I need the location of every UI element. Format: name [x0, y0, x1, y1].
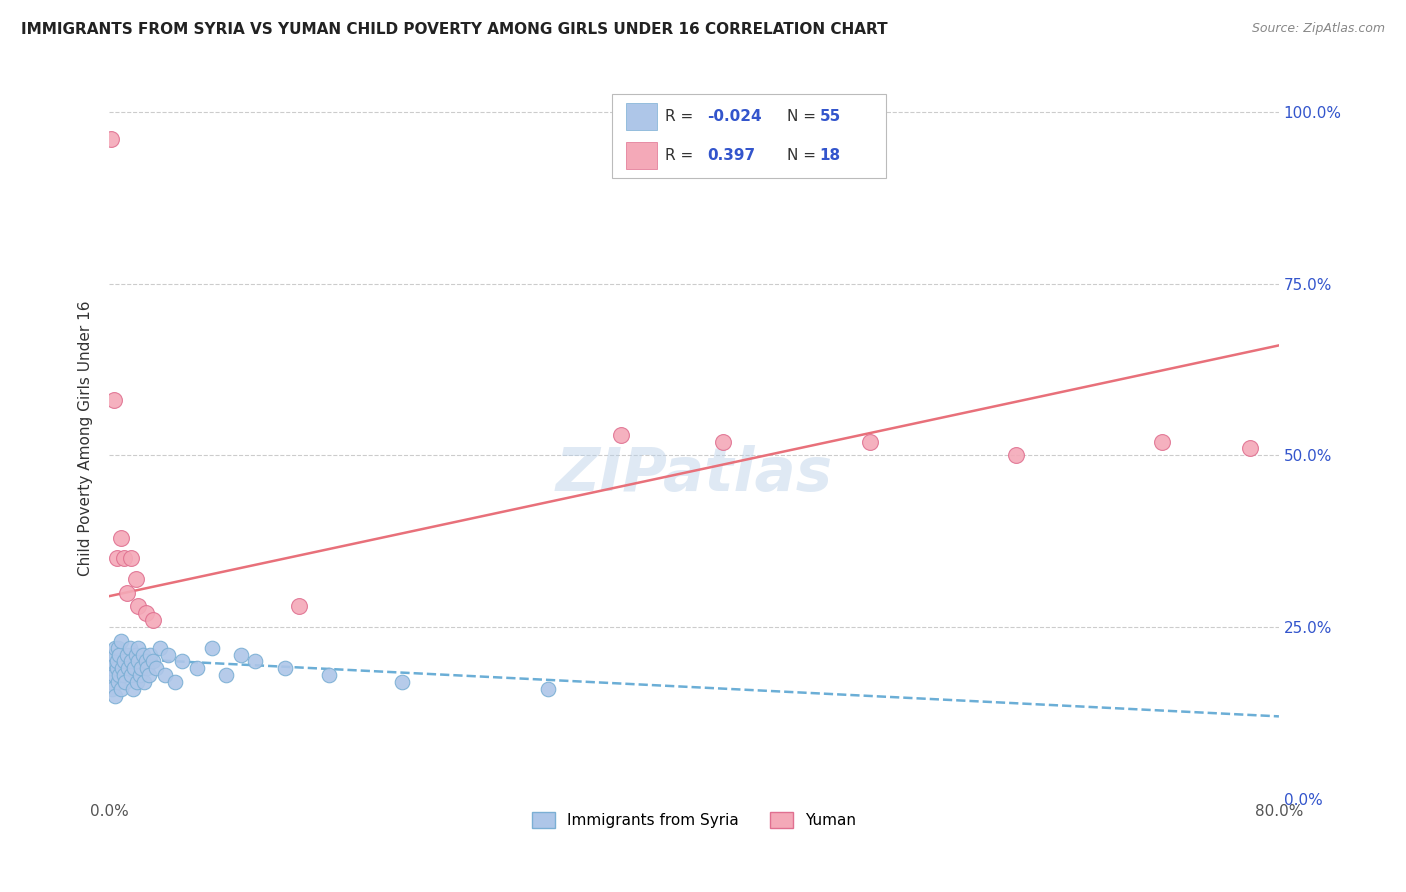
Point [129, 668, 152, 682]
Point [1150, 434, 1173, 449]
Text: Source: ZipAtlas.com: Source: ZipAtlas.com [1251, 22, 1385, 36]
Point [245, 655, 267, 669]
Point [163, 675, 186, 690]
Point [200, 640, 222, 655]
Point [288, 599, 311, 614]
Point [112, 655, 135, 669]
Point [1239, 442, 1261, 456]
Point [110, 633, 132, 648]
Text: N =: N = [787, 148, 817, 163]
Point [132, 648, 155, 662]
Point [125, 675, 148, 690]
Point [111, 661, 134, 675]
Point [105, 661, 128, 675]
Point [101, 655, 124, 669]
Point [100, 132, 122, 146]
Point [273, 661, 295, 675]
Point [100, 675, 122, 690]
Point [711, 434, 734, 449]
Point [115, 648, 138, 662]
Point [104, 640, 127, 655]
Point [127, 599, 149, 614]
Point [1004, 448, 1026, 462]
Point [103, 648, 125, 662]
Point [215, 668, 238, 682]
Point [121, 681, 143, 696]
Point [172, 655, 194, 669]
Point [112, 551, 135, 566]
Point [153, 668, 176, 682]
Point [156, 648, 179, 662]
Y-axis label: Child Poverty Among Girls Under 16: Child Poverty Among Girls Under 16 [79, 301, 93, 576]
Point [115, 585, 138, 599]
Point [103, 393, 125, 408]
Point [101, 681, 124, 696]
Point [136, 661, 159, 675]
Point [127, 640, 149, 655]
Legend: Immigrants from Syria, Yuman: Immigrants from Syria, Yuman [526, 806, 862, 835]
Point [120, 551, 142, 566]
Point [124, 648, 146, 662]
Point [105, 551, 128, 566]
Point [149, 640, 172, 655]
Point [142, 613, 165, 627]
Point [186, 661, 208, 675]
Point [105, 655, 128, 669]
Point [103, 668, 125, 682]
Point [112, 668, 135, 682]
Point [118, 640, 141, 655]
Point [135, 607, 157, 621]
Point [108, 668, 131, 682]
Point [110, 681, 132, 696]
Text: R =: R = [665, 148, 693, 163]
Text: N =: N = [787, 109, 817, 124]
Point [229, 648, 252, 662]
Text: 55: 55 [820, 109, 841, 124]
Text: 0.397: 0.397 [707, 148, 755, 163]
Point [122, 661, 145, 675]
Point [610, 427, 633, 442]
Point [134, 675, 156, 690]
Point [145, 661, 167, 675]
Point [100, 661, 122, 675]
Text: ZIPatlas: ZIPatlas [555, 445, 832, 504]
Text: IMMIGRANTS FROM SYRIA VS YUMAN CHILD POVERTY AMONG GIRLS UNDER 16 CORRELATION CH: IMMIGRANTS FROM SYRIA VS YUMAN CHILD POV… [21, 22, 887, 37]
Point [117, 661, 139, 675]
Point [114, 675, 136, 690]
Point [104, 689, 127, 703]
Point [107, 640, 129, 655]
Text: -0.024: -0.024 [707, 109, 762, 124]
Point [139, 648, 162, 662]
Point [537, 681, 560, 696]
Point [107, 675, 129, 690]
Point [142, 655, 165, 669]
Text: R =: R = [665, 109, 693, 124]
Point [858, 434, 880, 449]
Point [131, 661, 153, 675]
Point [124, 572, 146, 586]
Point [135, 655, 157, 669]
Point [120, 655, 142, 669]
Point [110, 531, 132, 545]
Point [120, 668, 142, 682]
Point [318, 668, 340, 682]
Point [127, 655, 149, 669]
Text: 18: 18 [820, 148, 841, 163]
Point [108, 648, 131, 662]
Point [138, 668, 160, 682]
Point [391, 675, 413, 690]
